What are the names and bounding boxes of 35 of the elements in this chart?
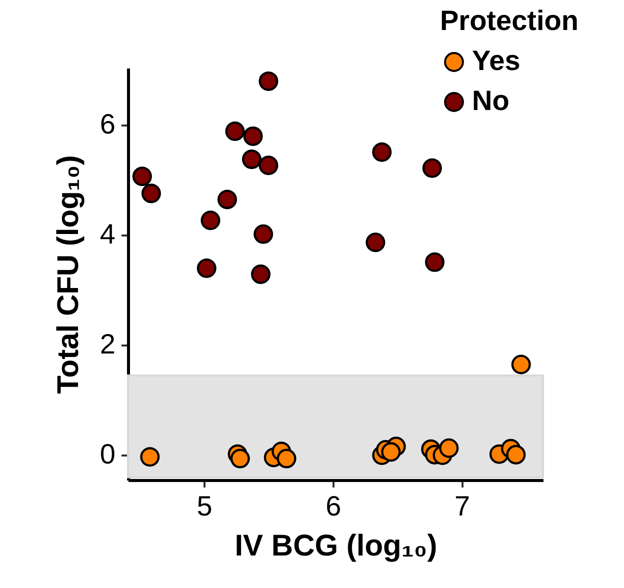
x-tick-label: 7 — [454, 490, 470, 522]
point — [243, 126, 263, 146]
point — [258, 156, 278, 176]
point — [506, 444, 526, 464]
x-tick-label: 6 — [326, 490, 342, 522]
legend-label: Yes — [472, 45, 520, 76]
point — [196, 258, 216, 278]
point — [225, 122, 245, 141]
point — [217, 190, 237, 210]
point — [242, 150, 262, 170]
point — [254, 224, 274, 244]
legend-label: No — [472, 85, 510, 116]
point — [200, 210, 220, 230]
legend-title: Protection — [440, 5, 578, 36]
y-tick-label: 2 — [100, 328, 116, 360]
point — [230, 448, 250, 468]
point — [276, 448, 296, 468]
point — [366, 232, 386, 252]
x-axis-title: IV BCG (log₁₀) — [234, 530, 438, 562]
point — [140, 447, 160, 467]
point — [424, 252, 444, 272]
point — [422, 158, 442, 178]
y-axis-title: Total CFU (log₁₀) — [52, 155, 85, 394]
point — [372, 142, 392, 162]
x-tick-label: 5 — [196, 490, 212, 522]
point — [511, 354, 531, 374]
y-tick-label: 6 — [100, 108, 116, 140]
point — [250, 264, 271, 284]
y-tick-label: 4 — [100, 218, 116, 250]
point — [141, 184, 161, 204]
point — [132, 166, 152, 186]
point — [258, 71, 278, 91]
point — [381, 442, 401, 462]
y-tick-label: 0 — [100, 438, 116, 470]
point — [439, 438, 459, 458]
